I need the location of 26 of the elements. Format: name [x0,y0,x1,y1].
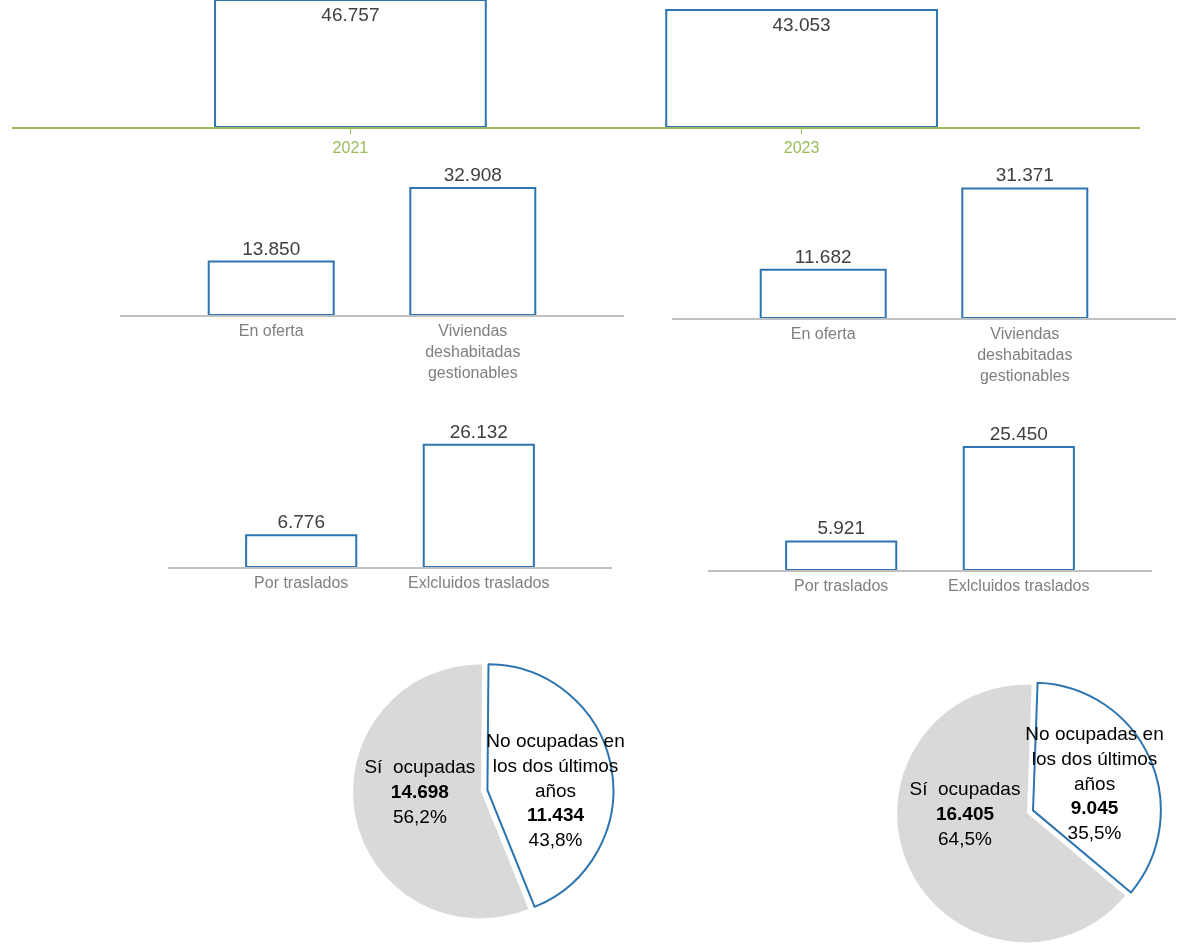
data-label: 14.698 56,2% [390,781,449,827]
x-tick-label: Exlcluidos traslados [408,574,550,592]
data-label: 5.921 [817,517,865,539]
x-tick-label: Por traslados [794,577,889,595]
x-tick-label: En oferta [790,325,856,343]
data-label: 43.053 [772,13,831,35]
data-label: 11.434 43,8% [526,804,585,850]
x-tick-label: Por traslados [254,574,349,592]
slice-label: Sí ocupadas [909,778,1021,800]
data-label: 13.850 [242,237,301,259]
x-tick-label: 2021 [332,139,369,157]
x-tick-label: Viviendas deshabitadas gestionables [425,322,521,381]
data-label: 6.776 [277,511,325,533]
x-tick-label: En oferta [238,322,304,340]
slice-label: Sí ocupadas [364,756,476,778]
data-label: 32.908 [443,163,502,185]
data-label: 46.757 [321,3,380,25]
data-label: 25.450 [989,423,1048,445]
data-label: 11.682 [794,245,852,267]
x-tick-label: 2023 [783,139,820,157]
x-tick-label: Exlcluidos traslados [948,577,1090,595]
data-label: 16.405 64,5% [935,803,995,849]
data-label: 31.371 [995,164,1054,186]
data-label: 26.132 [449,420,508,442]
data-label: 9.045 35,5% [1067,797,1122,843]
x-tick-label: Viviendas deshabitadas gestionables [977,325,1073,384]
